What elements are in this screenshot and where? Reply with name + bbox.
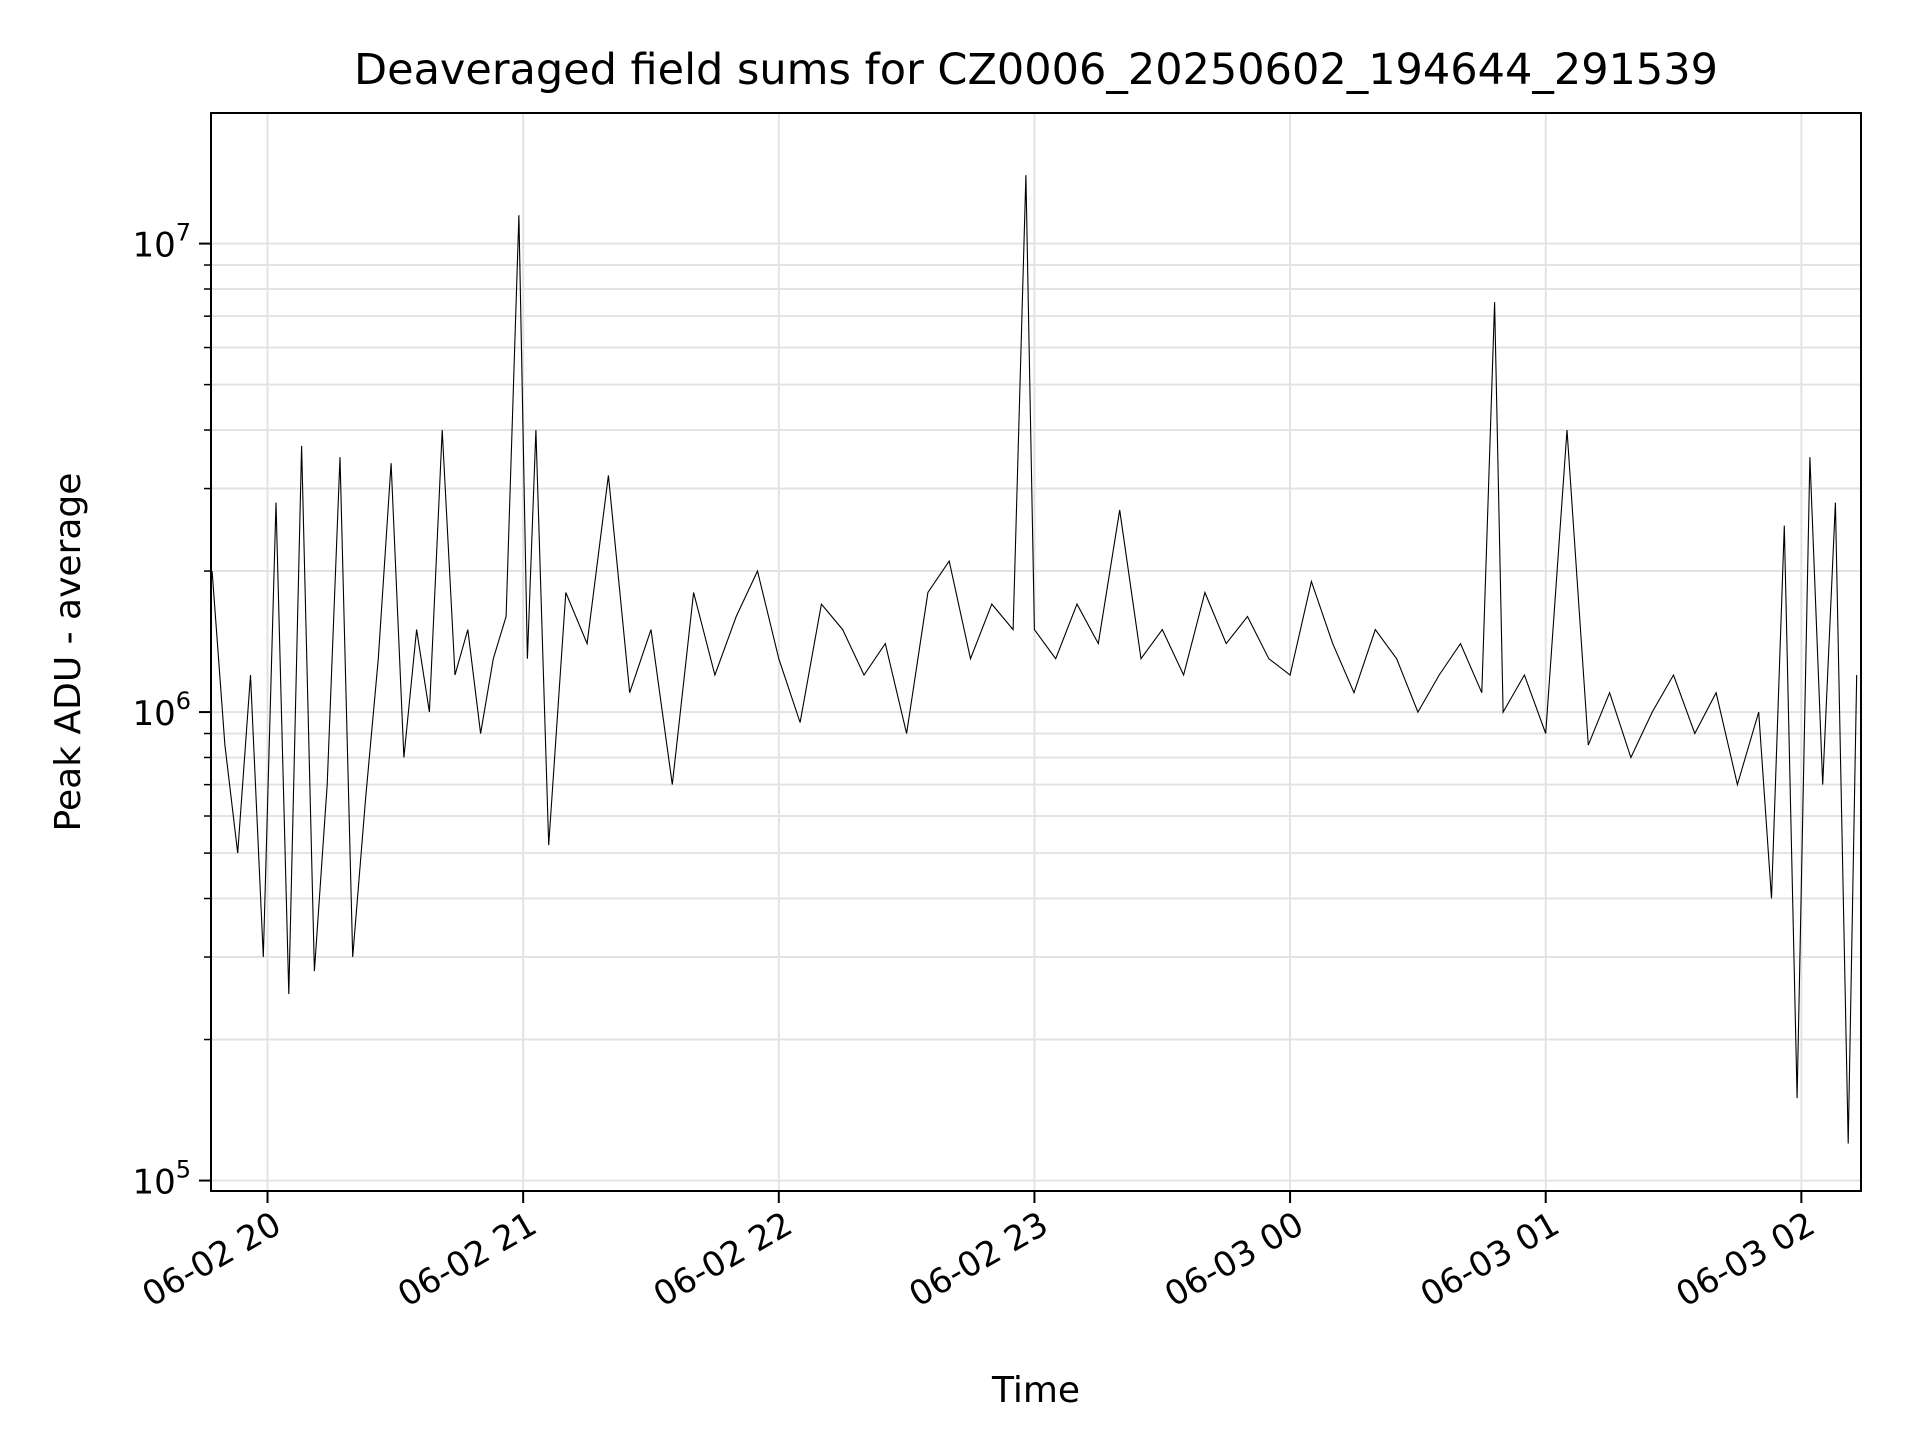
x-tick-label: 06-03 02 bbox=[1669, 1204, 1821, 1315]
x-tick-label: 06-02 23 bbox=[903, 1204, 1055, 1315]
y-tick-exponent: 5 bbox=[176, 1156, 191, 1184]
y-tick-label: 106 bbox=[132, 687, 191, 734]
x-tick-label: 06-02 22 bbox=[647, 1204, 799, 1315]
x-axis-label: Time bbox=[991, 1370, 1080, 1411]
y-tick-base: 10 bbox=[132, 694, 175, 734]
x-tick-label: 06-03 00 bbox=[1158, 1204, 1310, 1315]
x-tick-label: 06-03 01 bbox=[1414, 1204, 1566, 1315]
x-axis: 06-02 20 06-02 21 06-02 22 06-02 23 06-03 00… bbox=[136, 1191, 1822, 1315]
plot-frame bbox=[210, 112, 1862, 1192]
grid bbox=[211, 113, 1861, 1191]
y-tick-base: 10 bbox=[132, 1163, 175, 1203]
y-tick-exponent: 6 bbox=[176, 687, 191, 715]
chart-title: Deaveraged field sums for CZ0006_2025060… bbox=[354, 45, 1718, 95]
y-axis-label: Peak ADU - average bbox=[48, 473, 89, 832]
series-line bbox=[211, 175, 1858, 1144]
y-tick-base: 10 bbox=[132, 226, 175, 266]
x-tick-label: 06-02 20 bbox=[136, 1204, 288, 1315]
y-tick-exponent: 7 bbox=[176, 219, 191, 247]
x-tick-label: 06-02 21 bbox=[391, 1204, 543, 1315]
y-tick-label: 105 bbox=[132, 1156, 191, 1203]
y-tick-label: 107 bbox=[132, 219, 191, 266]
